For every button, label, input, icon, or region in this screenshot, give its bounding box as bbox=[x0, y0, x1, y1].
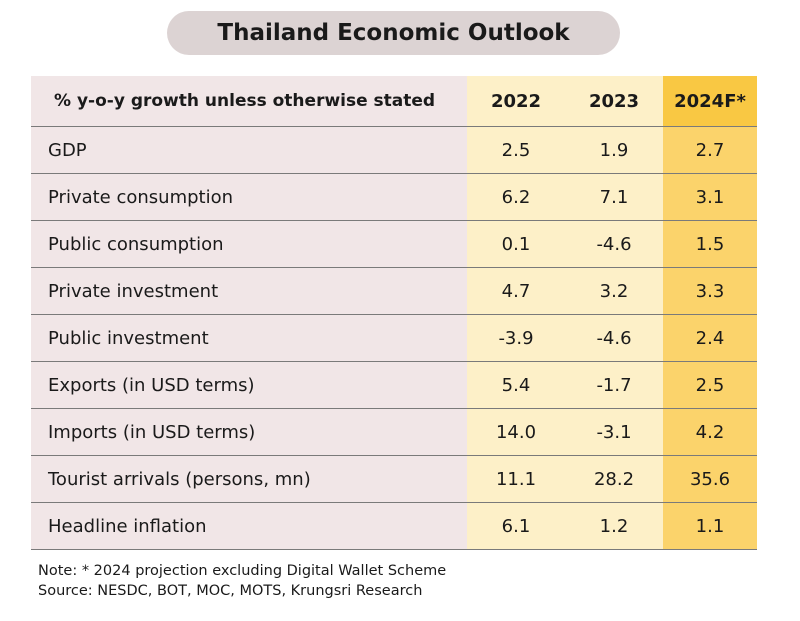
source-text: Source: NESDC, BOT, MOC, MOTS, Krungsri … bbox=[38, 583, 423, 599]
cell-value: 3.3 bbox=[663, 267, 757, 315]
cell-value: 1.2 bbox=[565, 502, 663, 550]
row-label: GDP bbox=[31, 126, 467, 174]
table-row: Tourist arrivals (persons, mn) 11.1 28.2 35… bbox=[31, 455, 757, 503]
column-header-2024f: 2024F* bbox=[663, 76, 757, 127]
cell-value: 2.7 bbox=[663, 126, 757, 174]
row-label: Imports (in USD terms) bbox=[31, 408, 467, 456]
cell-value: 6.1 bbox=[467, 502, 565, 550]
cell-value: 0.1 bbox=[467, 220, 565, 268]
row-label: Public consumption bbox=[31, 220, 467, 268]
cell-value: 11.1 bbox=[467, 455, 565, 503]
cell-value: 1.9 bbox=[565, 126, 663, 174]
cell-value: -3.1 bbox=[565, 408, 663, 456]
row-label: Headline inflation bbox=[31, 502, 467, 550]
row-label: Public investment bbox=[31, 314, 467, 362]
table-row: Exports (in USD terms) 5.4 -1.7 2.5 bbox=[31, 361, 757, 409]
table-row: Public consumption 0.1 -4.6 1.5 bbox=[31, 220, 757, 268]
cell-value: 2.5 bbox=[663, 361, 757, 409]
table-row: GDP 2.5 1.9 2.7 bbox=[31, 126, 757, 174]
column-header-2022: 2022 bbox=[467, 76, 565, 127]
cell-value: 5.4 bbox=[467, 361, 565, 409]
row-label: Tourist arrivals (persons, mn) bbox=[31, 455, 467, 503]
cell-value: 1.5 bbox=[663, 220, 757, 268]
cell-value: 3.2 bbox=[565, 267, 663, 315]
cell-value: -4.6 bbox=[565, 314, 663, 362]
table-row: Headline inflation 6.1 1.2 1.1 bbox=[31, 502, 757, 550]
table-row: Private investment 4.7 3.2 3.3 bbox=[31, 267, 757, 315]
column-header-2023: 2023 bbox=[565, 76, 663, 127]
cell-value: 28.2 bbox=[565, 455, 663, 503]
note-text: Note: * 2024 projection excluding Digita… bbox=[38, 563, 447, 579]
cell-value: 7.1 bbox=[565, 173, 663, 221]
footnotes: Note: * 2024 projection excluding Digita… bbox=[38, 561, 446, 601]
cell-value: 2.5 bbox=[467, 126, 565, 174]
table-header-row: % y-o-y growth unless otherwise stated 2… bbox=[31, 76, 757, 127]
economic-outlook-table: % y-o-y growth unless otherwise stated 2… bbox=[31, 76, 757, 550]
cell-value: 4.2 bbox=[663, 408, 757, 456]
table-body: GDP 2.5 1.9 2.7 Private consumption 6.2 7.1 3.1… bbox=[31, 126, 757, 550]
row-label: Private consumption bbox=[31, 173, 467, 221]
cell-value: 4.7 bbox=[467, 267, 565, 315]
cell-value: -1.7 bbox=[565, 361, 663, 409]
table-row: Public investment -3.9 -4.6 2.4 bbox=[31, 314, 757, 362]
row-label: Private investment bbox=[31, 267, 467, 315]
cell-value: 14.0 bbox=[467, 408, 565, 456]
header-label: % y-o-y growth unless otherwise stated bbox=[31, 76, 467, 127]
table-row: Imports (in USD terms) 14.0 -3.1 4.2 bbox=[31, 408, 757, 456]
cell-value: 6.2 bbox=[467, 173, 565, 221]
page-title: Thailand Economic Outlook bbox=[167, 11, 620, 55]
cell-value: 2.4 bbox=[663, 314, 757, 362]
cell-value: 1.1 bbox=[663, 502, 757, 550]
cell-value: 3.1 bbox=[663, 173, 757, 221]
table-row: Private consumption 6.2 7.1 3.1 bbox=[31, 173, 757, 221]
cell-value: -3.9 bbox=[467, 314, 565, 362]
cell-value: -4.6 bbox=[565, 220, 663, 268]
cell-value: 35.6 bbox=[663, 455, 757, 503]
row-label: Exports (in USD terms) bbox=[31, 361, 467, 409]
